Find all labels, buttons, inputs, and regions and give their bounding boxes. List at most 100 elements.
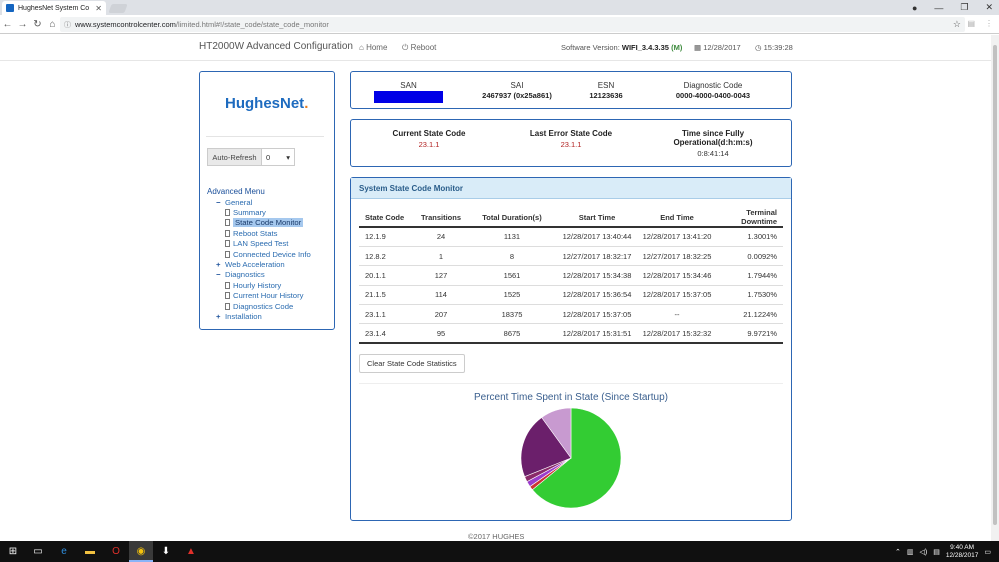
active-app-indicator (129, 541, 153, 562)
table-cell: 21.1.5 (359, 285, 415, 306)
table-cell: 24 (415, 227, 467, 247)
menu-icon[interactable]: ⋮ (985, 19, 993, 28)
notifications-icon[interactable]: ▭ (984, 548, 991, 556)
network-icon[interactable]: ▥ (906, 548, 914, 556)
esn-label: ESN (597, 81, 615, 90)
document-icon (225, 281, 230, 289)
pie-slice-5[interactable] (520, 417, 572, 478)
taskbar-time: 9:40 AM (950, 543, 975, 551)
volume-icon[interactable]: ◁) (919, 548, 928, 556)
tray-chevron-icon[interactable]: ⌃ (894, 548, 901, 556)
browser-tab-strip: HughesNet System Co ✕ ● — ❐ ✕ (0, 0, 999, 15)
reload-icon[interactable]: ↻ (33, 18, 42, 30)
column-header[interactable]: End Time (637, 208, 717, 228)
browser-toolbar: ← → ↻ ⌂ ⓘ www.systemcontrolcenter.com/li… (0, 15, 999, 34)
menu-current-hour-history[interactable]: Current Hour History (216, 291, 311, 301)
table-cell: 12.8.2 (359, 246, 415, 267)
column-header[interactable]: Total Duration(s) (467, 208, 557, 228)
opera-icon[interactable]: O (112, 545, 120, 557)
table-cell: 12/28/2017 13:41:20 (637, 227, 717, 247)
page-info-icon[interactable]: ⓘ (64, 21, 71, 29)
download-icon[interactable]: ⬇ (161, 545, 171, 557)
state-time-pie-chart (520, 407, 622, 509)
pie-slice-0[interactable] (531, 407, 622, 509)
page-title: HT2000W Advanced Configuration (199, 41, 353, 52)
software-version-label: Software Version: (561, 43, 620, 52)
hughesnet-logo: HughesNet. (225, 95, 308, 112)
san-field: SAN (374, 81, 443, 103)
column-header[interactable]: Terminal Downtime (717, 208, 783, 228)
file-explorer-icon[interactable]: ▬ (85, 545, 95, 557)
table-cell: 1 (415, 246, 467, 267)
column-header[interactable]: Transitions (415, 208, 467, 228)
table-cell: 12/28/2017 15:37:05 (637, 285, 717, 306)
advanced-menu-title: Advanced Menu (207, 187, 265, 196)
divider (206, 136, 324, 137)
column-header[interactable]: Start Time (557, 208, 637, 228)
reboot-link[interactable]: ⏻ Reboot (402, 43, 437, 52)
close-tab-icon[interactable]: ✕ (95, 3, 102, 13)
menu-state-code-monitor[interactable]: State Code Monitor (216, 218, 311, 228)
forward-icon[interactable]: → (17, 18, 28, 30)
address-bar[interactable]: ⓘ www.systemcontrolcenter.com/limited.ht… (60, 17, 965, 32)
document-icon (225, 209, 230, 217)
table-cell: 127 (415, 265, 467, 286)
menu-lan-speed-test[interactable]: LAN Speed Test (216, 239, 311, 249)
table-cell: 12.1.9 (359, 227, 415, 247)
menu-hourly-history[interactable]: Hourly History (216, 280, 311, 290)
state-summary-panel: Current State Code 23.1.1 Last Error Sta… (350, 119, 792, 167)
menu-diagnostics-code[interactable]: Diagnostics Code (216, 301, 311, 311)
menu-label: Current Hour History (233, 291, 304, 301)
bookmark-star-icon[interactable]: ☆ (952, 19, 961, 29)
maximize-icon[interactable]: ❐ (960, 2, 969, 12)
back-icon[interactable]: ← (2, 18, 13, 30)
menu-connected-device-info[interactable]: Connected Device Info (216, 249, 311, 259)
browser-tab[interactable]: HughesNet System Co ✕ (2, 1, 106, 15)
new-tab-button[interactable] (108, 4, 128, 13)
logo-dot: . (304, 95, 309, 112)
extension-icon[interactable]: ▤ (967, 19, 975, 28)
column-header[interactable]: State Code (359, 208, 415, 228)
edge-icon[interactable]: e (61, 545, 67, 557)
windows-start-icon[interactable]: ⊞ (8, 545, 18, 557)
menu-installation[interactable]: + Installation (216, 311, 311, 321)
table-cell: 20.1.1 (359, 265, 415, 286)
state-code-table: State Code Transitions Total Duration(s)… (359, 208, 783, 345)
menu-reboot-stats[interactable]: Reboot Stats (216, 228, 311, 238)
table-row: 12.1.9 24 1131 12/28/2017 13:40:44 12/28/201… (359, 227, 783, 247)
taskbar-clock[interactable]: 9:40 AM 12/28/2017 (946, 544, 979, 560)
acrobat-icon[interactable]: ▲ (186, 545, 196, 557)
close-window-icon[interactable]: ✕ (985, 2, 993, 12)
page-scrollbar[interactable] (991, 35, 999, 541)
page: HT2000W Advanced Configuration ⌂ Home ⏻ … (0, 35, 991, 541)
menu-diagnostics[interactable]: − Diagnostics (216, 270, 311, 280)
diagnostic-code-label: Diagnostic Code (683, 81, 743, 90)
table-cell: 1.3001% (717, 227, 783, 247)
table-cell: 12/28/2017 15:36:54 (557, 285, 637, 306)
home-link[interactable]: ⌂ Home (359, 43, 388, 52)
chrome-icon[interactable]: ◉ (136, 545, 146, 557)
minimize-icon[interactable]: — (934, 2, 944, 13)
home-icon[interactable]: ⌂ (49, 18, 56, 30)
scrollbar-thumb[interactable] (993, 45, 997, 525)
menu-label: Summary (233, 208, 266, 218)
table-header-row: State Code Transitions Total Duration(s)… (359, 208, 783, 228)
advanced-menu: − General Summary State Code Monitor Rebo… (216, 197, 311, 322)
auto-refresh-select[interactable]: 0 ▾ (262, 148, 295, 166)
clear-state-code-statistics-button[interactable]: Clear State Code Statistics (359, 354, 465, 373)
taskbar-date: 12/28/2017 (945, 551, 979, 559)
table-cell: 23.1.4 (359, 323, 415, 345)
menu-summary[interactable]: Summary (216, 207, 311, 217)
pie-slice-6[interactable] (541, 407, 572, 459)
expand-icon: + (216, 260, 221, 270)
menu-general[interactable]: − General (216, 197, 311, 207)
profile-icon[interactable]: ● (911, 2, 918, 13)
last-error-state-value: 23.1.1 (560, 140, 582, 149)
task-view-icon[interactable]: ▭ (33, 545, 43, 557)
pie-chart-title: Percent Time Spent in State (Since Start… (474, 392, 668, 403)
table-cell: 0.0092% (717, 246, 783, 267)
calendar-icon: ▦ (694, 43, 702, 52)
menu-web-acceleration[interactable]: + Web Acceleration (216, 259, 311, 269)
time-value: 15:39:28 (763, 43, 793, 52)
keyboard-icon[interactable]: ▤ (933, 548, 940, 556)
